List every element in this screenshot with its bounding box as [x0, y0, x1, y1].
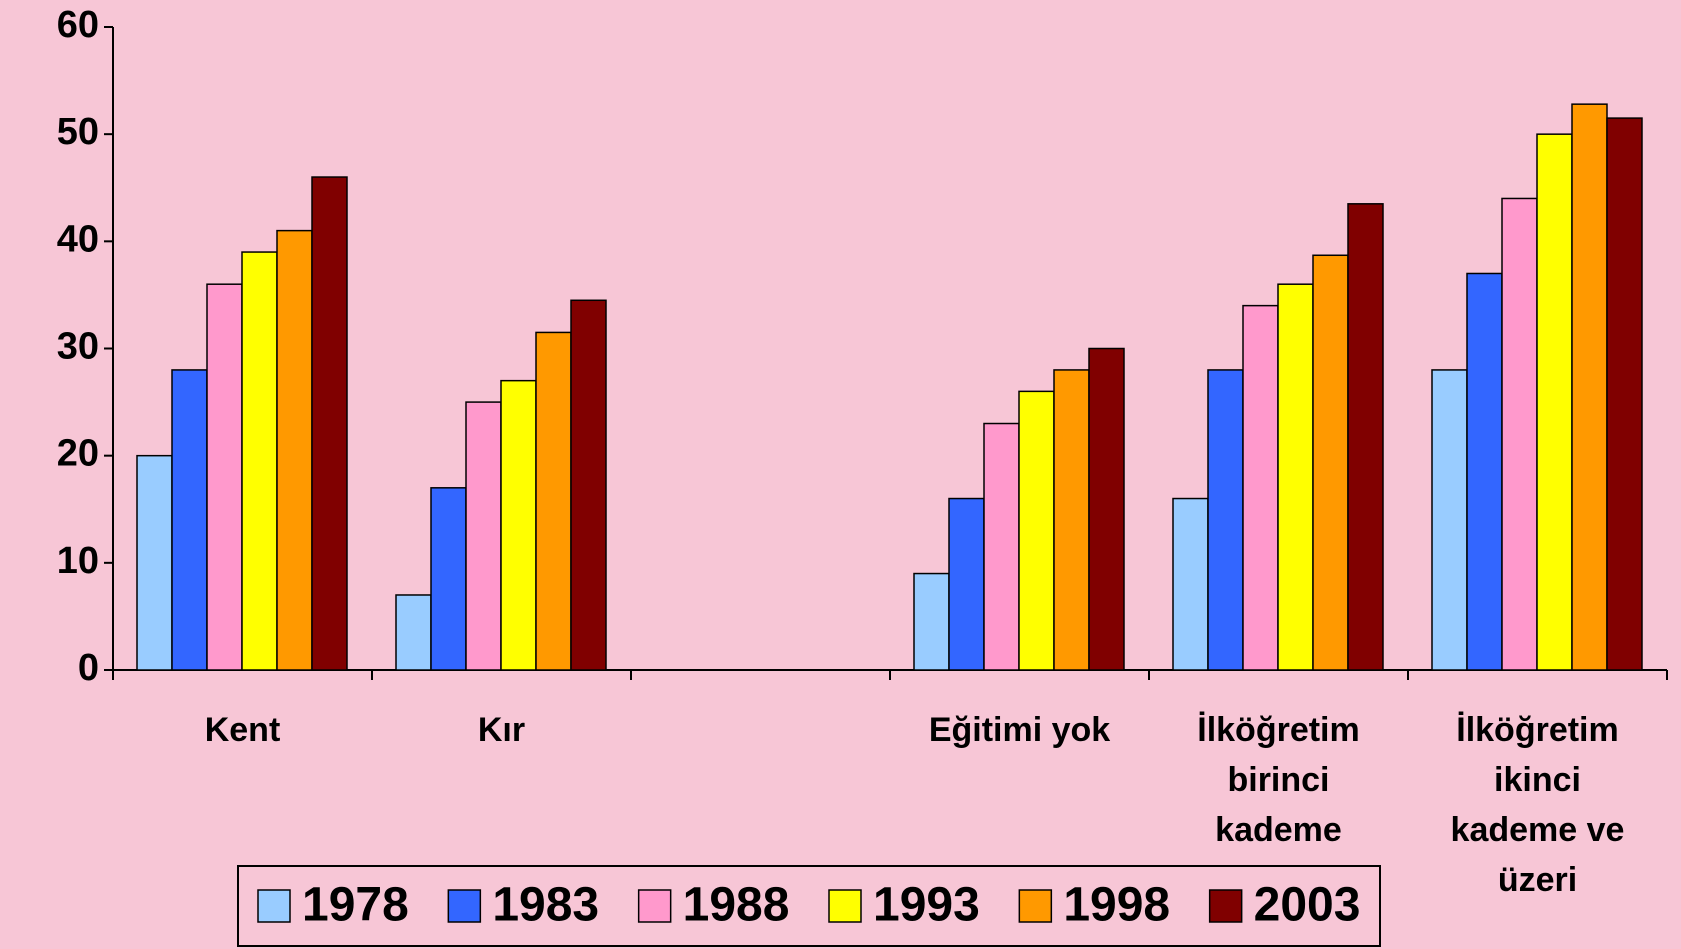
- bar: [1243, 306, 1278, 670]
- bar: [396, 595, 431, 670]
- legend-swatch: [1019, 890, 1051, 922]
- x-tick-label: İlköğretim ikinci kademe ve üzeri: [1428, 705, 1648, 905]
- bar: [466, 402, 501, 670]
- legend-label: 2003: [1254, 879, 1361, 932]
- legend-label: 1978: [302, 879, 409, 932]
- y-tick-label: 0: [78, 647, 99, 689]
- legend-label: 1988: [683, 879, 790, 932]
- x-tick-label: Kır: [392, 705, 612, 755]
- bar: [1173, 499, 1208, 670]
- y-tick-label: 50: [57, 111, 99, 153]
- bar: [1537, 134, 1572, 670]
- bar: [949, 499, 984, 670]
- legend-swatch: [448, 890, 480, 922]
- bar: [1467, 273, 1502, 670]
- y-tick-label: 40: [57, 218, 99, 260]
- legend-swatch: [1210, 890, 1242, 922]
- y-tick-label: 20: [57, 433, 99, 475]
- legend-label: 1993: [873, 879, 980, 932]
- bar: [501, 381, 536, 670]
- bar: [536, 332, 571, 670]
- bar: [312, 177, 347, 670]
- legend-label: 1983: [492, 879, 599, 932]
- bar: [277, 231, 312, 670]
- bar: [914, 574, 949, 670]
- legend-label: 1998: [1063, 879, 1170, 932]
- bar: [1502, 198, 1537, 670]
- bar: [431, 488, 466, 670]
- bar: [1019, 391, 1054, 670]
- y-tick-label: 60: [57, 4, 99, 46]
- bar: [1348, 204, 1383, 670]
- bar: [1607, 118, 1642, 670]
- x-tick-label: Eğitimi yok: [910, 705, 1130, 755]
- x-tick-label: Kent: [133, 705, 353, 755]
- bar: [242, 252, 277, 670]
- legend-box: [238, 866, 1380, 946]
- y-tick-label: 10: [57, 540, 99, 582]
- x-tick-label: İlköğretim birinci kademe: [1169, 705, 1389, 855]
- chart: 0 10 20 30 40 50 60 1978 1983 1988 1993 1998 2003 Ke…: [0, 0, 1681, 949]
- bar: [1278, 284, 1313, 670]
- bar: [1208, 370, 1243, 670]
- bar: [207, 284, 242, 670]
- legend-swatch: [639, 890, 671, 922]
- bar: [1432, 370, 1467, 670]
- bar: [172, 370, 207, 670]
- bar: [1089, 349, 1124, 671]
- bar: [571, 300, 606, 670]
- bar: [137, 456, 172, 670]
- bar: [984, 424, 1019, 670]
- legend-swatch: [258, 890, 290, 922]
- bar: [1313, 255, 1348, 670]
- y-tick-label: 30: [57, 326, 99, 368]
- legend-swatch: [829, 890, 861, 922]
- bar: [1054, 370, 1089, 670]
- bar: [1572, 104, 1607, 670]
